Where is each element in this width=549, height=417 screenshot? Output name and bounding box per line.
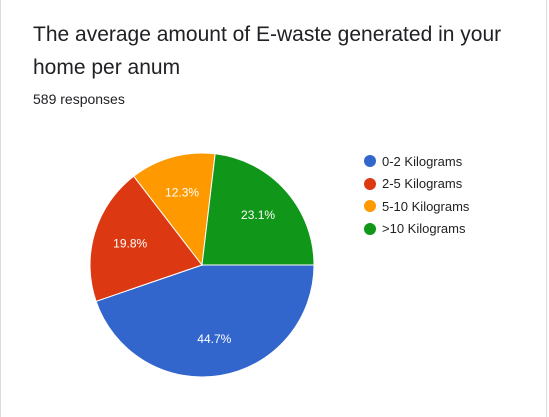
legend-swatch	[364, 200, 376, 213]
legend-label: 2-5 Kilograms	[382, 176, 463, 192]
legend-swatch	[364, 177, 376, 190]
pie-slice-10-kilograms[interactable]	[201, 153, 315, 266]
pie-slice-0-2-kilograms[interactable]	[95, 264, 315, 378]
slice-label-2-5-kilograms: 19.8%	[113, 236, 147, 250]
pie-slice-5-10-kilograms[interactable]	[133, 152, 216, 267]
chart-legend: 0-2 Kilograms 2-5 Kilograms 5-10 Kilograms…	[364, 150, 469, 240]
slice-label-10-kilograms: 23.1%	[241, 208, 275, 222]
response-count: 589 responses	[33, 91, 125, 107]
slice-label-5-10-kilograms: 12.3%	[165, 186, 199, 200]
slice-label-0-2-kilograms: 44.7%	[197, 332, 231, 346]
legend-item-0-2-kilograms[interactable]: 0-2 Kilograms	[364, 150, 469, 173]
legend-swatch	[364, 155, 376, 168]
legend-item-2-5-kilograms[interactable]: 2-5 Kilograms	[364, 173, 469, 196]
legend-item-5-10-kilograms[interactable]: 5-10 Kilograms	[364, 195, 469, 218]
pie-slice-2-5-kilograms[interactable]	[89, 175, 203, 302]
legend-label: 0-2 Kilograms	[382, 153, 463, 169]
legend-label: 5-10 Kilograms	[382, 198, 470, 214]
question-title: The average amount of E-waste generated …	[33, 23, 502, 79]
legend-item-10-kilograms[interactable]: >10 Kilograms	[364, 218, 469, 241]
legend-label: >10 Kilograms	[382, 221, 466, 237]
legend-swatch	[364, 222, 376, 235]
pie-chart: 44.7% 19.8% 12.3% 23.1%	[89, 152, 315, 378]
